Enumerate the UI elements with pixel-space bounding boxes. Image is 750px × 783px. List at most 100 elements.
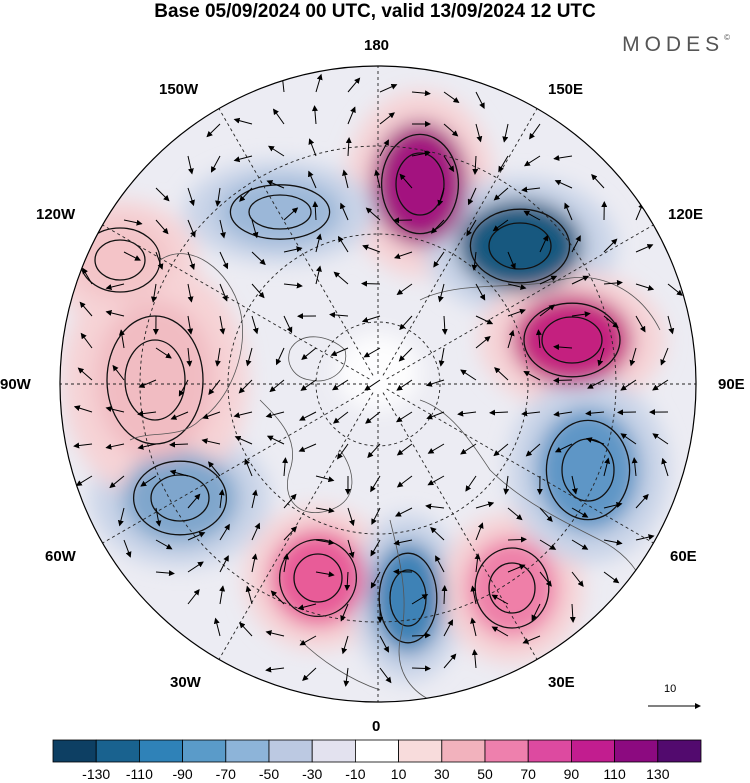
wind-vector [635, 534, 655, 541]
wind-vector [178, 379, 189, 397]
wind-vector [523, 370, 541, 381]
wind-vector [475, 123, 483, 143]
wind-vector [150, 283, 157, 303]
wind-vector [123, 539, 132, 558]
wind-vector [491, 626, 509, 637]
wind-vector [433, 251, 445, 268]
wind-vector [470, 585, 477, 605]
wind-vector [489, 409, 509, 416]
wind-vector [539, 275, 558, 285]
wind-vector [597, 347, 605, 367]
wind-vector [201, 438, 221, 445]
wind-vector [492, 219, 509, 232]
wind-vector [283, 493, 297, 509]
wind-vector [315, 265, 322, 285]
wind-vector [75, 475, 93, 486]
lon-label-120e: 120E [668, 206, 704, 223]
wind-vector [169, 441, 189, 448]
anomaly-core-positive [545, 319, 599, 361]
circulation-line [395, 152, 445, 216]
colorbar-swatch [95, 739, 140, 763]
wind-vector [206, 123, 221, 138]
wind-vector [315, 475, 335, 483]
wind-vector [299, 411, 317, 421]
wind-vector [471, 251, 478, 271]
wind-vector [430, 219, 445, 234]
colorbar-tick-label: 70 [520, 766, 536, 782]
wind-vector [395, 507, 413, 517]
wind-vector [426, 411, 445, 420]
lon-label-0: 0 [372, 718, 381, 735]
wind-vector [394, 251, 413, 260]
circulation-line [469, 208, 571, 284]
wind-vector [635, 283, 655, 291]
wind-vector [155, 187, 170, 202]
wind-vector [443, 619, 453, 637]
circulation-line [488, 562, 536, 614]
wind-vector [312, 201, 319, 221]
wind-vector [398, 347, 413, 362]
wind-vector [251, 553, 258, 573]
wind-vector [341, 635, 349, 655]
colorbar-swatch [52, 739, 97, 763]
wind-vector [275, 347, 285, 366]
colorbar-tick-label: -30 [302, 766, 323, 782]
anomaly-core-negative [564, 442, 612, 498]
wind-vector [396, 379, 413, 391]
wind-vector [269, 379, 285, 393]
wind-vector [365, 411, 381, 424]
wind-vector [219, 555, 229, 573]
wind-vector [399, 315, 413, 331]
wind-vector [603, 315, 619, 328]
wind-vector [425, 503, 445, 510]
wind-vector [379, 83, 398, 93]
wind-vector [299, 635, 317, 646]
wind-vector [347, 106, 356, 125]
wind-vector [531, 603, 541, 622]
wind-vector [507, 507, 523, 521]
wind-vector [109, 475, 125, 489]
wind-vector [507, 564, 526, 573]
wind-vector [73, 405, 93, 413]
wind-vector [123, 219, 143, 226]
wind-vector [308, 170, 317, 189]
wind-vector [603, 279, 623, 286]
wind-vector [337, 443, 349, 460]
wind-vector [395, 411, 413, 423]
wind-vector [233, 155, 253, 163]
wind-vector [539, 539, 557, 550]
wind-vector [379, 112, 395, 125]
lon-label-30e: 30E [548, 674, 575, 691]
wind-vector [137, 443, 157, 450]
wind-vector [443, 653, 457, 669]
wind-vector [367, 443, 381, 459]
wind-vector [411, 90, 431, 97]
wind-vector [186, 347, 193, 367]
wind-vector [233, 411, 253, 419]
wind-vector [585, 437, 605, 445]
brand-text: MODES [622, 33, 725, 56]
wind-vector [539, 304, 556, 317]
wind-vector [503, 475, 510, 495]
wind-vector [523, 210, 541, 221]
modes-logo: MODES© [622, 33, 730, 57]
wind-vector [553, 411, 573, 417]
anomaly-cores [79, 133, 631, 644]
wind-vector [138, 379, 157, 388]
wind-vector [105, 310, 125, 317]
wind-vector [411, 594, 429, 605]
wind-vector [411, 150, 431, 157]
wind-vector [635, 244, 654, 253]
wind-vector [494, 367, 509, 381]
wind-vector [507, 536, 527, 543]
circulation-line [248, 194, 312, 230]
wind-vector [396, 443, 413, 456]
wind-vector [266, 180, 285, 189]
wind-vector [553, 155, 573, 161]
lon-label-150e: 150E [548, 81, 584, 98]
wind-vector [347, 77, 361, 93]
wind-vector [283, 553, 290, 573]
wind-vector [521, 410, 541, 417]
wind-vector [333, 271, 349, 285]
wind-vector [441, 315, 448, 335]
